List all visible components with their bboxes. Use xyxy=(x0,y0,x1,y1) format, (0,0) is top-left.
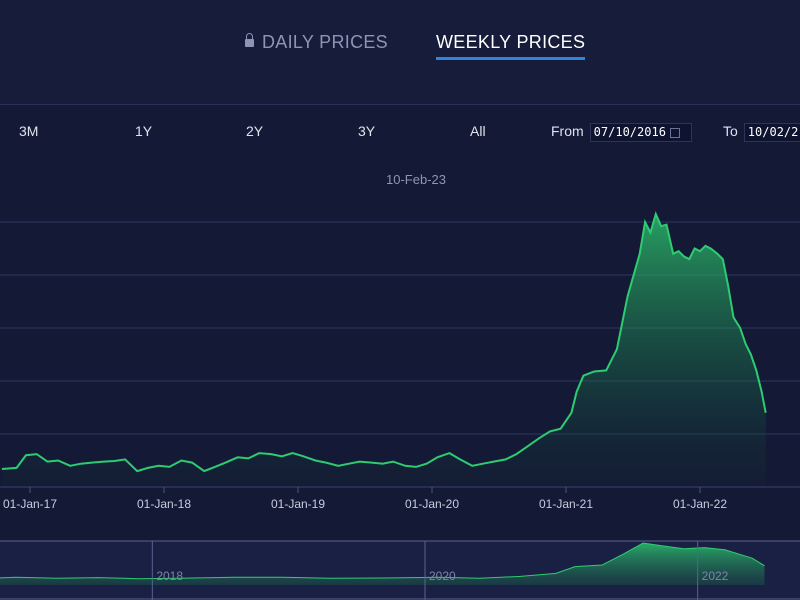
range-2y-button[interactable]: 2Y xyxy=(246,123,264,139)
range-1y-button[interactable]: 1Y xyxy=(135,123,153,139)
from-label: From xyxy=(551,123,584,140)
x-tick-label: 01-Jan-22 xyxy=(673,497,727,511)
x-tick-label: 01-Jan-18 xyxy=(137,497,191,511)
price-area xyxy=(1,214,766,487)
price-tabs: DAILY PRICES WEEKLY PRICES xyxy=(0,0,800,105)
range-3y-button[interactable]: 3Y xyxy=(358,123,376,139)
to-label: To xyxy=(723,123,738,140)
x-tick-label: 01-Jan-21 xyxy=(539,497,593,511)
tab-weekly-prices[interactable]: WEEKLY PRICES xyxy=(436,32,586,60)
tab-daily-prices[interactable]: DAILY PRICES xyxy=(245,32,388,53)
hover-date-label: 10-Feb-23 xyxy=(386,172,446,187)
to-date-input[interactable]: 10/02/2 xyxy=(743,123,800,142)
lock-icon xyxy=(245,33,254,47)
active-tab-indicator xyxy=(436,57,586,60)
tab-weekly-label: WEEKLY PRICES xyxy=(436,32,586,52)
from-date-value: 07/10/2016 xyxy=(593,125,666,139)
from-date-input[interactable]: 07/10/2016 xyxy=(589,123,692,142)
navigator-year-label: 2018 xyxy=(156,569,183,583)
x-tick-label: 01-Jan-20 xyxy=(405,497,459,511)
x-tick-label: 01-Jan-19 xyxy=(271,497,325,511)
price-line xyxy=(1,211,767,473)
from-date-group: From 07/10/2016 xyxy=(551,123,692,142)
range-toolbar: 3M 1Y 2Y 3Y All From 07/10/2016 To 10/02/2 xyxy=(0,104,800,160)
navigator-area xyxy=(0,543,765,585)
to-date-value: 10/02/2 xyxy=(747,125,799,139)
tab-daily-label: DAILY PRICES xyxy=(262,32,388,52)
calendar-icon[interactable] xyxy=(669,127,680,138)
navigator-year-label: 2020 xyxy=(429,569,456,583)
to-date-group: To 10/02/2 xyxy=(723,123,800,142)
x-tick-label: 01-Jan-17 xyxy=(3,497,57,511)
navigator-year-label: 2022 xyxy=(702,569,729,583)
range-3m-button[interactable]: 3M xyxy=(19,123,39,139)
navigator-line xyxy=(0,542,765,580)
range-all-button[interactable]: All xyxy=(470,123,486,139)
